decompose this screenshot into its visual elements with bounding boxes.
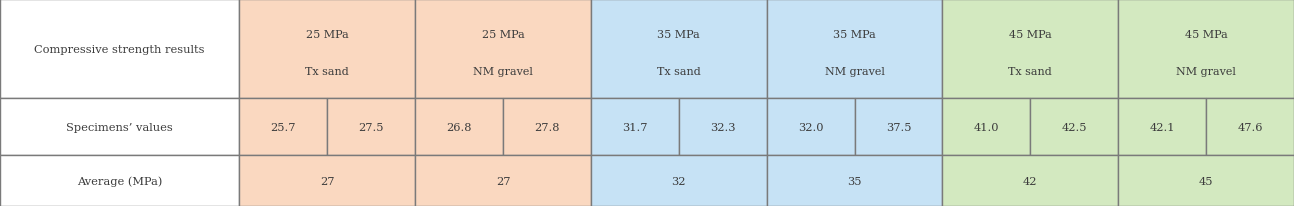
Bar bbox=[591, 156, 766, 206]
Text: Tx sand: Tx sand bbox=[657, 66, 700, 76]
Bar bbox=[766, 156, 942, 206]
Text: 41.0: 41.0 bbox=[973, 122, 999, 132]
Text: 45: 45 bbox=[1198, 176, 1214, 186]
Text: 45 MPa: 45 MPa bbox=[1009, 30, 1052, 40]
Bar bbox=[1118, 0, 1294, 99]
Text: 25 MPa: 25 MPa bbox=[481, 30, 524, 40]
Text: 27.5: 27.5 bbox=[358, 122, 384, 132]
Bar bbox=[942, 99, 1030, 156]
Text: 27: 27 bbox=[320, 176, 335, 186]
Text: NM gravel: NM gravel bbox=[1176, 66, 1236, 76]
Bar bbox=[0, 0, 239, 99]
Text: 35: 35 bbox=[848, 176, 862, 186]
Text: 42: 42 bbox=[1024, 176, 1038, 186]
Text: 35 MPa: 35 MPa bbox=[657, 30, 700, 40]
Text: 25.7: 25.7 bbox=[270, 122, 296, 132]
Text: Specimens’ values: Specimens’ values bbox=[66, 122, 173, 132]
Text: 37.5: 37.5 bbox=[886, 122, 911, 132]
Text: 25 MPa: 25 MPa bbox=[305, 30, 348, 40]
Bar bbox=[1206, 99, 1294, 156]
Text: NM gravel: NM gravel bbox=[824, 66, 885, 76]
Bar bbox=[591, 99, 679, 156]
Bar bbox=[1118, 156, 1294, 206]
Text: 27: 27 bbox=[496, 176, 510, 186]
Bar bbox=[0, 99, 239, 156]
Text: 42.5: 42.5 bbox=[1061, 122, 1087, 132]
Bar bbox=[503, 99, 591, 156]
Text: Tx sand: Tx sand bbox=[1008, 66, 1052, 76]
Bar bbox=[415, 0, 591, 99]
Text: 32.3: 32.3 bbox=[710, 122, 735, 132]
Bar bbox=[239, 99, 327, 156]
Bar bbox=[766, 0, 942, 99]
Bar bbox=[239, 0, 415, 99]
Bar bbox=[766, 99, 854, 156]
Text: 45 MPa: 45 MPa bbox=[1185, 30, 1228, 40]
Bar bbox=[591, 0, 766, 99]
Text: 27.8: 27.8 bbox=[534, 122, 560, 132]
Text: 47.6: 47.6 bbox=[1237, 122, 1263, 132]
Text: Compressive strength results: Compressive strength results bbox=[35, 44, 204, 54]
Bar bbox=[415, 99, 503, 156]
Text: 35 MPa: 35 MPa bbox=[833, 30, 876, 40]
Text: Average (MPa): Average (MPa) bbox=[78, 176, 162, 186]
Bar bbox=[415, 156, 591, 206]
Text: Tx sand: Tx sand bbox=[305, 66, 349, 76]
Bar bbox=[1030, 99, 1118, 156]
Bar bbox=[1118, 99, 1206, 156]
Text: 32: 32 bbox=[672, 176, 686, 186]
Text: 26.8: 26.8 bbox=[446, 122, 472, 132]
Bar bbox=[239, 156, 415, 206]
Text: 32.0: 32.0 bbox=[798, 122, 823, 132]
Bar bbox=[942, 156, 1118, 206]
Bar bbox=[327, 99, 415, 156]
Text: NM gravel: NM gravel bbox=[474, 66, 533, 76]
Bar bbox=[942, 0, 1118, 99]
Text: 31.7: 31.7 bbox=[622, 122, 647, 132]
Text: 42.1: 42.1 bbox=[1149, 122, 1175, 132]
Bar bbox=[854, 99, 942, 156]
Bar bbox=[679, 99, 766, 156]
Bar bbox=[0, 156, 239, 206]
